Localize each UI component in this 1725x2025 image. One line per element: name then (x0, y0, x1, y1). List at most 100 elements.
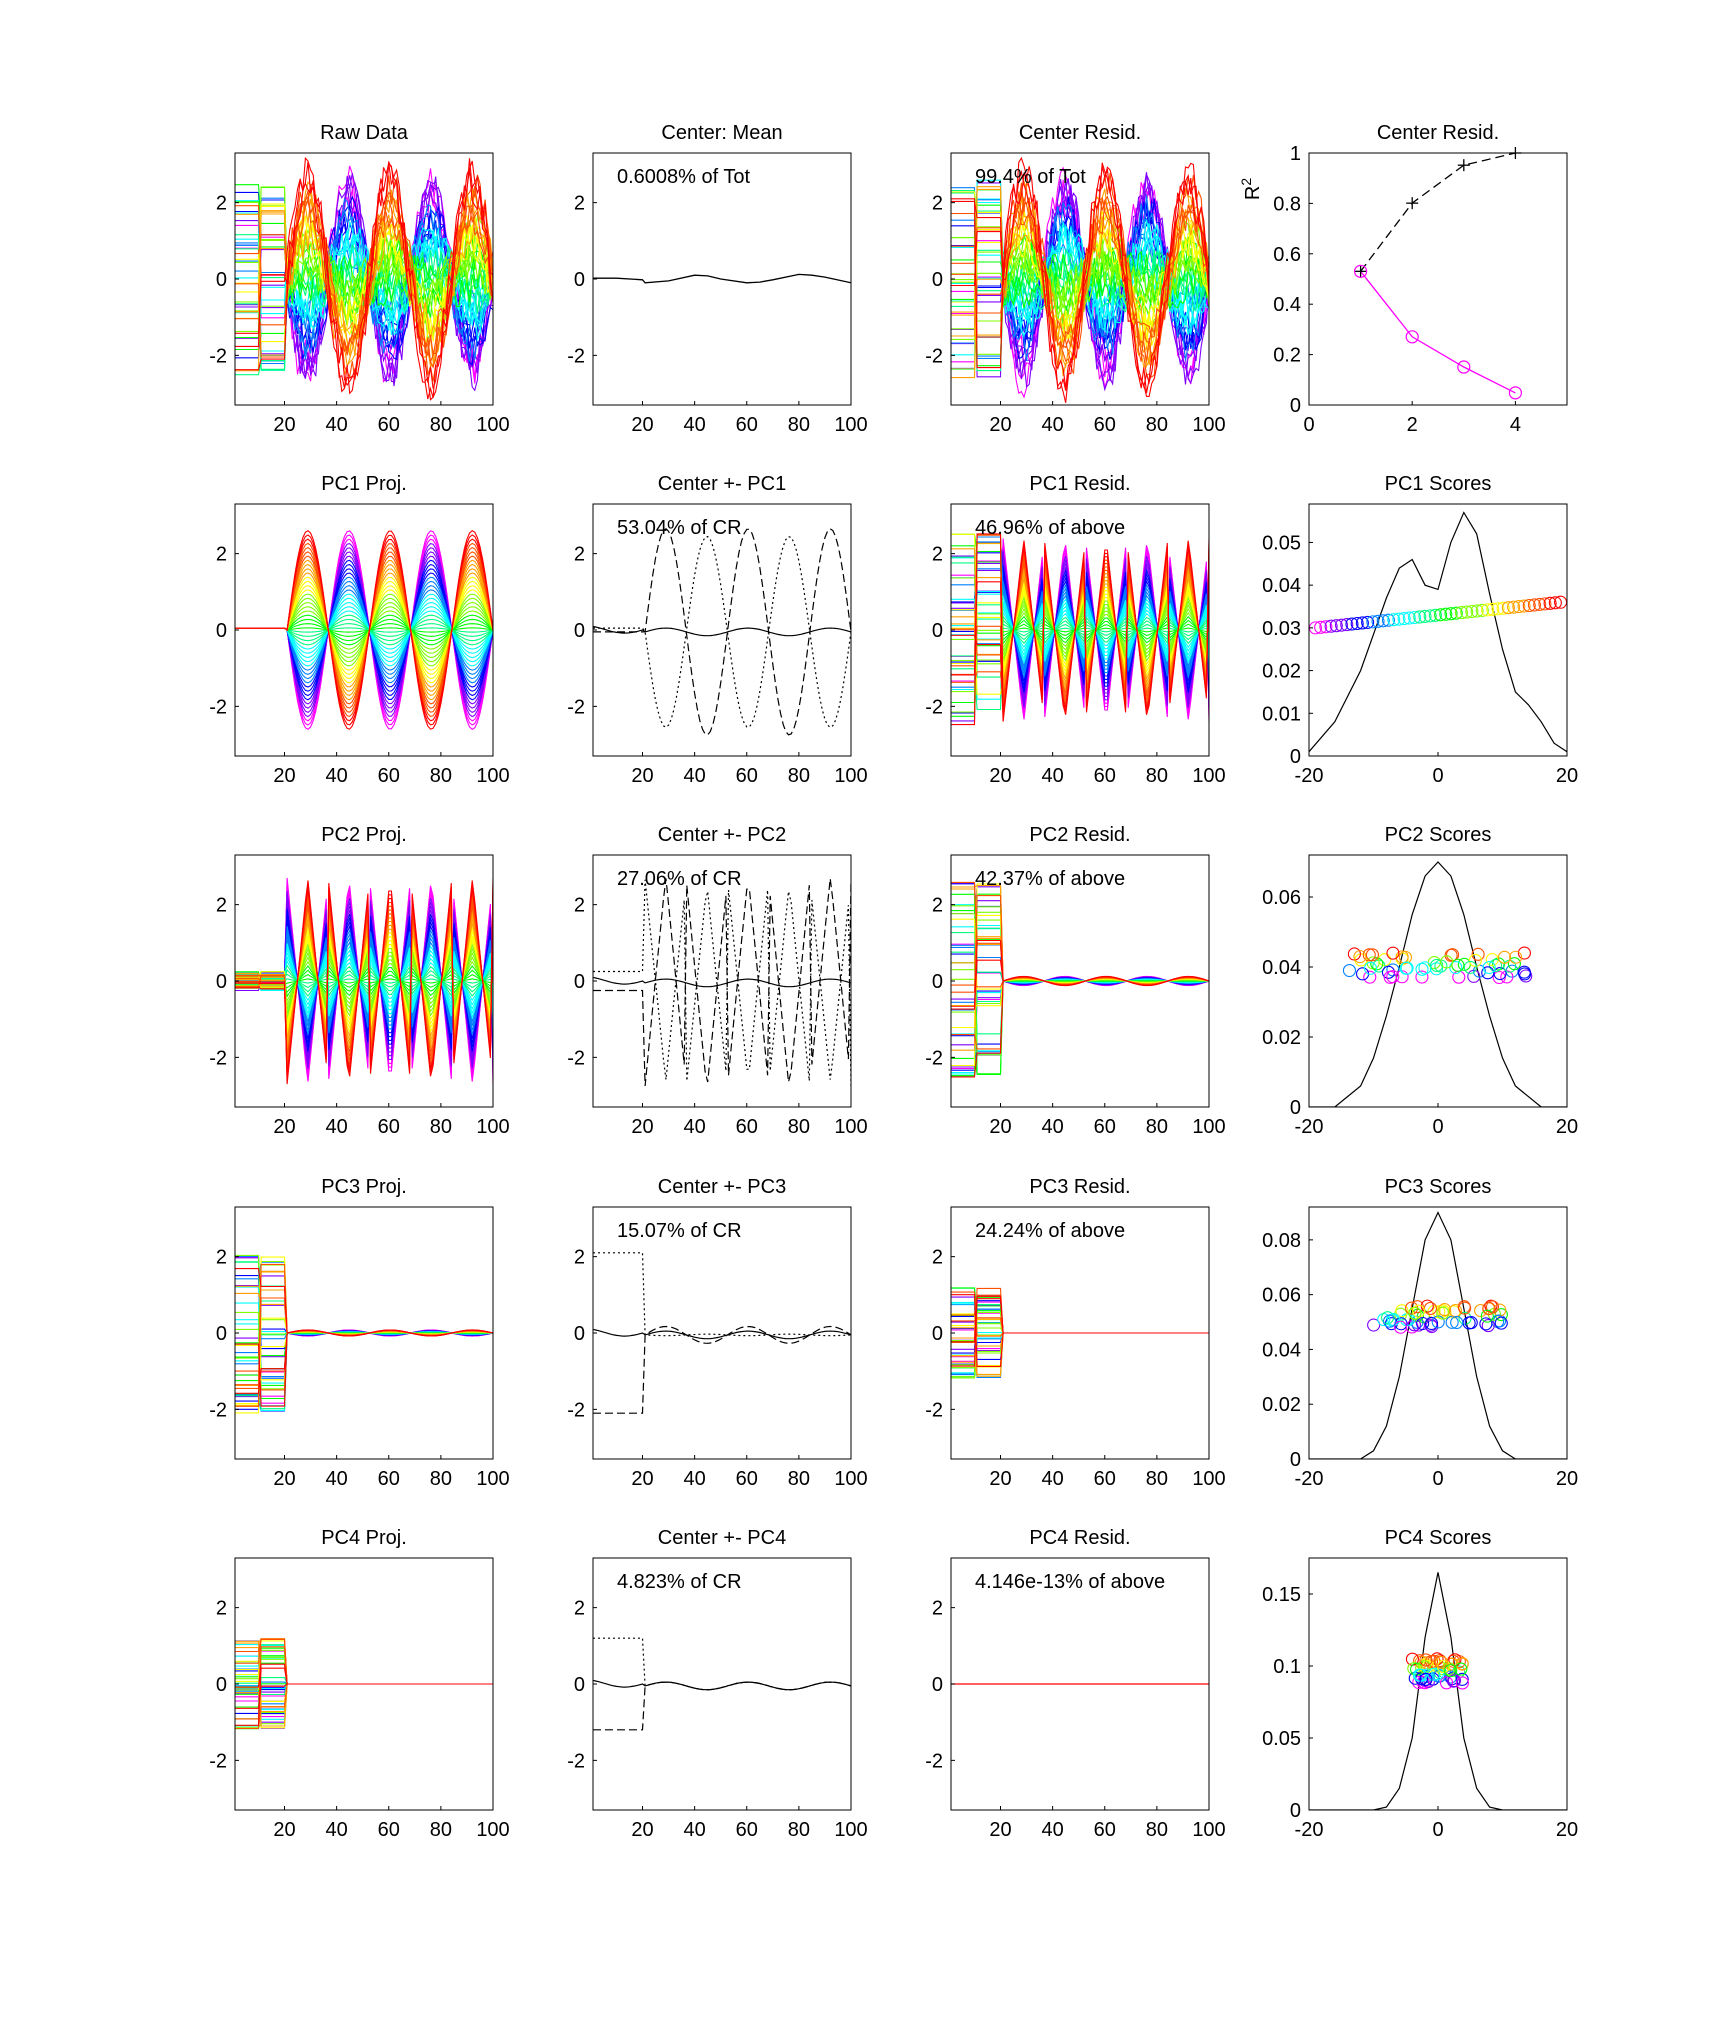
x-tick-label: 40 (1042, 1116, 1064, 1138)
x-tick-label: 20 (273, 1819, 295, 1841)
score-point (1366, 615, 1380, 629)
x-tick-label: 40 (1042, 414, 1064, 436)
score-point (1428, 608, 1442, 622)
data-series-line (235, 1323, 493, 1407)
x-tick-label: 20 (631, 414, 653, 436)
variance-annotation: 4.823% of CR (617, 1571, 742, 1593)
axes-frame (592, 1206, 852, 1460)
data-series-line (235, 1332, 493, 1358)
y-tick-label: 2 (574, 895, 585, 917)
data-series-line (235, 1329, 493, 1394)
score-point (1509, 950, 1523, 964)
mean-line (593, 976, 851, 988)
score-point (1423, 1301, 1437, 1315)
score-point (1445, 1315, 1459, 1329)
x-tick-label: 60 (736, 1819, 758, 1841)
score-point (1413, 610, 1427, 624)
variance-annotation: 53.04% of CR (617, 517, 742, 539)
x-tick-label: 100 (476, 765, 509, 787)
score-point (1455, 1672, 1469, 1686)
x-tick-label: 60 (736, 765, 758, 787)
score-point (1444, 1664, 1458, 1678)
data-series-line (951, 614, 1209, 711)
score-point (1454, 606, 1469, 620)
score-point (1383, 1314, 1397, 1328)
data-series-line (235, 1683, 493, 1729)
mean-line (593, 625, 851, 637)
data-series-line (951, 1332, 1209, 1377)
x-tick-label: 100 (1192, 1116, 1225, 1138)
data-series-line (235, 956, 493, 1006)
axes-frame (1308, 503, 1568, 757)
plot-area (1309, 1211, 1567, 1459)
score-point (1439, 607, 1453, 621)
axes-frame (950, 1557, 1210, 1811)
y-tick-label: 0.04 (1262, 575, 1301, 597)
plot-area (1309, 861, 1567, 1107)
variance-annotation: 42.37% of above (975, 868, 1125, 890)
y-tick-label: 0.4 (1273, 294, 1301, 316)
series-line (593, 273, 851, 284)
score-point (1470, 604, 1484, 618)
data-series-line (235, 1655, 493, 1685)
score-point (1446, 1674, 1461, 1688)
x-tick-label: 60 (1094, 1468, 1116, 1490)
data-series-line (951, 978, 1209, 1074)
y-tick-label: 2 (932, 895, 943, 917)
axes-frame (592, 152, 852, 406)
x-tick-label: 80 (788, 1468, 810, 1490)
axes-frame (1308, 1557, 1568, 1811)
data-series-line (235, 1656, 493, 1689)
data-series-line (951, 533, 1209, 637)
panel-pc3r: PC3 Resid. 20 40 60 80 100 -2 0 2 24.24% of above (925, 1176, 1225, 1490)
series-line (1360, 270, 1516, 394)
x-tick-label: 60 (1094, 414, 1116, 436)
x-tick-label: 20 (631, 1116, 653, 1138)
axes-frame (950, 152, 1210, 406)
x-tick-label: 60 (378, 1116, 400, 1138)
data-series-line (235, 1311, 493, 1390)
plot-area (235, 1254, 493, 1414)
x-tick-label: 80 (430, 1468, 452, 1490)
score-point (1324, 619, 1338, 633)
data-series-line (951, 162, 1209, 394)
x-tick-label: 100 (476, 1819, 509, 1841)
score-point (1386, 970, 1400, 984)
data-series-line (235, 1332, 493, 1386)
score-point (1501, 601, 1515, 615)
x-tick-label: 100 (1192, 765, 1225, 787)
score-point (1362, 948, 1376, 962)
data-series-line (235, 190, 493, 365)
variance-annotation: 99.4% of Tot (975, 166, 1086, 188)
x-tick-label: 60 (736, 414, 758, 436)
data-series-line (951, 556, 1209, 678)
data-series-line (951, 951, 1209, 1003)
data-series-line (951, 179, 1209, 379)
score-point (1468, 953, 1482, 967)
score-point (1434, 608, 1448, 622)
score-point (1488, 958, 1503, 973)
x-tick-label: 60 (736, 1468, 758, 1490)
x-tick-label: 0 (1432, 1468, 1443, 1490)
x-tick-label: 40 (684, 1819, 706, 1841)
data-series-line (951, 886, 1209, 986)
variance-annotation: 27.06% of CR (617, 868, 742, 890)
panel-title: Center +- PC2 (658, 824, 786, 846)
y-tick-label: 0 (574, 1674, 585, 1696)
density-curve (1309, 1211, 1567, 1459)
y-tick-label: 0 (216, 971, 227, 993)
axes-frame (234, 1206, 494, 1460)
density-curve (1309, 511, 1567, 753)
axes-frame (592, 1557, 852, 1811)
score-point (1548, 596, 1562, 610)
data-series-line (951, 1309, 1209, 1350)
y-axis-label: R2 (1238, 178, 1264, 200)
data-series-line (951, 162, 1209, 389)
y-tick-label: -2 (925, 1399, 943, 1421)
envelope-dotted (593, 1637, 851, 1691)
score-point (1496, 601, 1510, 615)
score-point (1435, 1655, 1449, 1670)
panel-pc4p: PC4 Proj. 20 40 60 80 100 -2 0 2 (209, 1527, 509, 1841)
data-series-line (951, 883, 1209, 985)
y-tick-label: 0 (574, 1323, 585, 1345)
